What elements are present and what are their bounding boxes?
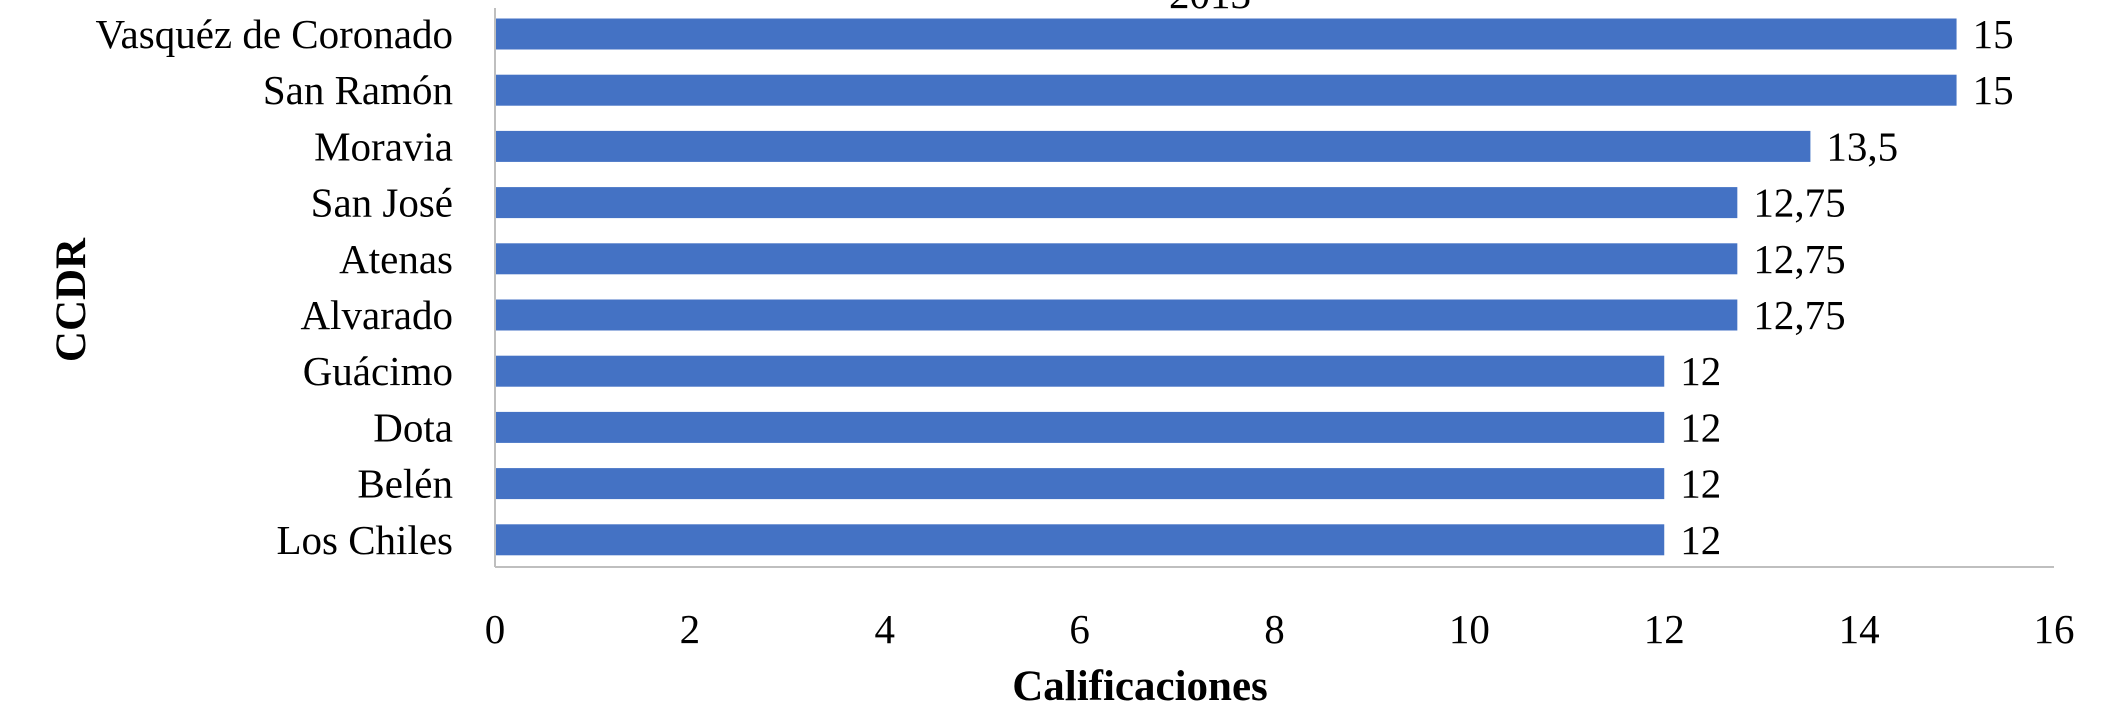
value-label: 12,75 — [1753, 236, 1845, 282]
x-tick-label: 0 — [485, 606, 506, 652]
category-label: Dota — [373, 404, 453, 450]
chart-title: 2013 — [1169, 0, 1251, 17]
x-tick-label: 12 — [1644, 606, 1685, 652]
x-tick-labels: 0 2 4 6 8 10 12 14 16 — [485, 606, 2075, 652]
bar — [495, 524, 1665, 556]
bar — [495, 243, 1738, 275]
y-axis-title: CCDR — [48, 237, 95, 362]
bar — [495, 468, 1665, 500]
bar — [495, 130, 1811, 162]
value-label: 13,5 — [1826, 123, 1898, 169]
category-labels: Vasquéz de Coronado San Ramón Moravia San J… — [95, 11, 453, 563]
bar — [495, 355, 1665, 387]
category-label: Moravia — [314, 123, 453, 169]
bar — [495, 74, 1957, 106]
category-label: Belén — [357, 461, 453, 507]
value-label: 15 — [1973, 11, 2014, 57]
value-label: 12 — [1680, 517, 1721, 563]
x-axis-title: Calificaciones — [1012, 663, 1268, 705]
category-label: San José — [311, 180, 453, 226]
value-label: 12,75 — [1753, 180, 1845, 226]
value-label: 12 — [1680, 348, 1721, 394]
x-tick-label: 6 — [1069, 606, 1090, 652]
x-tick-label: 8 — [1264, 606, 1285, 652]
value-labels: 15 15 13,5 12,75 12,75 12,75 12 12 12 12 — [1680, 11, 2013, 563]
category-label: Guácimo — [303, 348, 453, 394]
axes — [494, 8, 2054, 568]
bar — [495, 187, 1738, 219]
x-tick-label: 4 — [875, 606, 896, 652]
category-label: Atenas — [339, 236, 453, 282]
category-label: Vasquéz de Coronado — [95, 11, 453, 57]
value-label: 12 — [1680, 404, 1721, 450]
value-label: 15 — [1973, 67, 2014, 113]
bar — [495, 18, 1957, 50]
category-label: Alvarado — [300, 292, 453, 338]
category-label: Los Chiles — [276, 517, 453, 563]
category-label: San Ramón — [263, 67, 453, 113]
x-tick-label: 14 — [1839, 606, 1880, 652]
x-tick-label: 2 — [680, 606, 701, 652]
value-label: 12 — [1680, 461, 1721, 507]
x-tick-label: 16 — [2034, 606, 2075, 652]
bars-group — [495, 18, 1957, 556]
bar — [495, 411, 1665, 443]
bar — [495, 299, 1738, 331]
value-label: 12,75 — [1753, 292, 1845, 338]
x-tick-label: 10 — [1449, 606, 1490, 652]
